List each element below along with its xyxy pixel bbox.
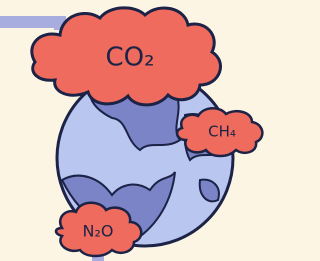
illustration: CO₂ CH₄ N₂O [0, 0, 273, 261]
ch4-cloud: CH₄ [177, 108, 262, 156]
n2o-label: N₂O [83, 222, 114, 241]
ch4-label: CH₄ [208, 123, 236, 141]
page: CO₂ CH₄ N₂O (() => { const data = JSON.p… [0, 0, 320, 261]
co2-label: CO₂ [105, 43, 154, 73]
